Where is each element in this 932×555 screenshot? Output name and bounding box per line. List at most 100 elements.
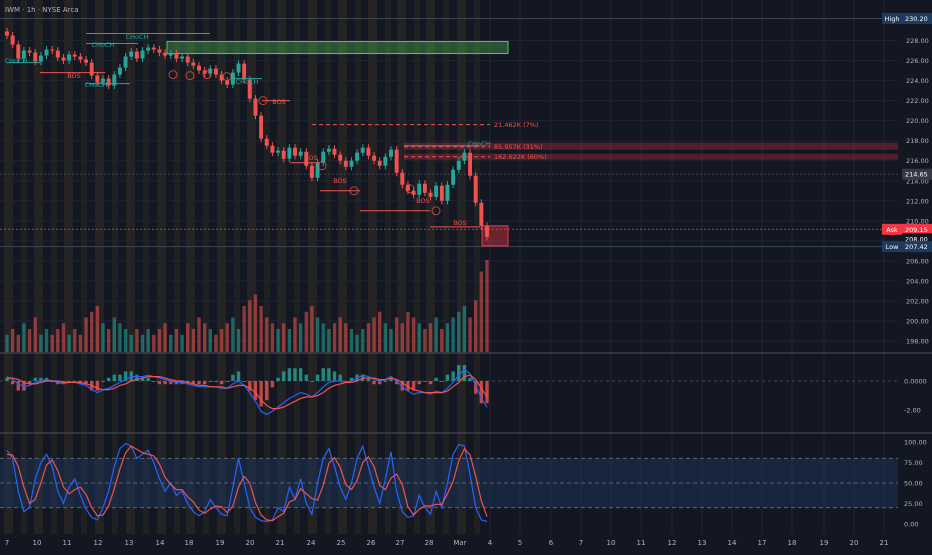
candle-body[interactable]: [134, 51, 139, 59]
candle-body[interactable]: [33, 52, 38, 62]
candle-body[interactable]: [174, 53, 179, 59]
candle-body[interactable]: [304, 151, 309, 166]
candle-body[interactable]: [219, 74, 224, 81]
candle-body[interactable]: [208, 68, 213, 74]
candle-body[interactable]: [445, 184, 450, 201]
candle-body[interactable]: [72, 54, 77, 57]
candle-body[interactable]: [298, 151, 303, 156]
macd-pane[interactable]: [5, 365, 489, 416]
candle-body[interactable]: [287, 147, 292, 159]
candle-body[interactable]: [101, 78, 105, 83]
candle-body[interactable]: [389, 149, 393, 157]
candle-body[interactable]: [123, 56, 128, 68]
candle-body[interactable]: [394, 149, 399, 173]
candle-body[interactable]: [468, 152, 473, 176]
candle-body[interactable]: [38, 55, 43, 62]
candle-body[interactable]: [338, 154, 343, 161]
candle-body[interactable]: [27, 50, 32, 53]
candle-body[interactable]: [117, 67, 122, 75]
candle-body[interactable]: [355, 152, 360, 161]
candle-body[interactable]: [451, 169, 456, 185]
time-axis[interactable]: 7 10 11 12 13 14 18 19 20 21 24 25 26 27 28 Mar 4 5 6 7 10 11…: [5, 539, 889, 547]
candle-body[interactable]: [456, 160, 461, 170]
candle-body[interactable]: [129, 51, 134, 57]
candle-body[interactable]: [84, 59, 89, 63]
candle-body[interactable]: [213, 68, 218, 75]
macd-histogram-bar: [191, 381, 196, 385]
candle-body[interactable]: [343, 160, 348, 167]
candle-body[interactable]: [422, 183, 427, 193]
candle-body[interactable]: [326, 148, 331, 152]
candle-body[interactable]: [253, 98, 258, 116]
candle-body[interactable]: [372, 155, 377, 161]
candle-body[interactable]: [270, 145, 275, 153]
candle-body[interactable]: [411, 190, 416, 195]
candle-body[interactable]: [259, 115, 264, 139]
candle-body[interactable]: [332, 148, 337, 155]
candle-body[interactable]: [140, 50, 145, 59]
candle-body[interactable]: [44, 49, 49, 56]
candle-body[interactable]: [405, 184, 410, 191]
candle-body[interactable]: [157, 49, 162, 53]
candle-body[interactable]: [366, 147, 371, 156]
candle-body[interactable]: [10, 35, 15, 45]
macd-histogram-bar: [236, 371, 241, 381]
candle-body[interactable]: [185, 56, 190, 63]
candle-body[interactable]: [321, 151, 326, 163]
candle-body[interactable]: [242, 63, 247, 80]
candle-body[interactable]: [5, 31, 9, 36]
candle-body[interactable]: [276, 150, 281, 153]
candle-body[interactable]: [191, 62, 196, 66]
macd-histogram-bar: [298, 368, 303, 381]
candle-body[interactable]: [479, 202, 484, 226]
candle-body[interactable]: [417, 183, 422, 195]
candle-body[interactable]: [197, 65, 201, 71]
candles[interactable]: [5, 28, 489, 241]
candle-body[interactable]: [16, 44, 21, 59]
stoch-pane[interactable]: [6, 442, 488, 523]
candle-body[interactable]: [360, 147, 365, 153]
volume-bar: [462, 306, 467, 352]
candle-body[interactable]: [61, 57, 66, 61]
price-axis[interactable]: 198.00 200.00 202.00 204.00 206.00 208.00 210.…: [904, 37, 929, 528]
candle-body[interactable]: [146, 47, 151, 51]
candle-body[interactable]: [89, 62, 94, 76]
candle-body[interactable]: [50, 49, 55, 51]
candle-body[interactable]: [428, 192, 433, 197]
candle-body[interactable]: [95, 75, 100, 83]
candle-body[interactable]: [55, 50, 60, 58]
candle-body[interactable]: [434, 185, 439, 197]
candle-body[interactable]: [462, 152, 467, 161]
candle-body[interactable]: [473, 175, 478, 203]
swing-marker: [222, 72, 232, 82]
candle-body[interactable]: [67, 54, 72, 61]
candle-body[interactable]: [349, 160, 354, 167]
low-badge-value: 207.42: [905, 243, 928, 251]
candle-body[interactable]: [439, 185, 444, 201]
candle-body[interactable]: [377, 160, 382, 166]
candle-body[interactable]: [485, 225, 489, 237]
candle-body[interactable]: [315, 162, 320, 178]
candle-body[interactable]: [264, 138, 269, 146]
time-tick-label: 20: [246, 539, 255, 547]
candle-body[interactable]: [151, 47, 156, 50]
candle-body[interactable]: [236, 63, 241, 73]
candle-body[interactable]: [247, 79, 252, 99]
candle-body[interactable]: [78, 56, 83, 60]
candle-body[interactable]: [112, 74, 117, 86]
volume-bar: [276, 329, 280, 352]
candle-body[interactable]: [281, 150, 286, 159]
candle-body[interactable]: [202, 70, 207, 74]
time-tick-label: 18: [185, 539, 194, 547]
candle-body[interactable]: [293, 147, 297, 156]
candle-body[interactable]: [163, 52, 168, 56]
candle-body[interactable]: [106, 78, 111, 86]
candle-body[interactable]: [400, 172, 405, 185]
candle-body[interactable]: [225, 80, 230, 85]
candle-body[interactable]: [180, 56, 185, 59]
candle-body[interactable]: [309, 165, 314, 178]
candle-body[interactable]: [21, 50, 26, 59]
candle-body[interactable]: [168, 53, 173, 56]
candle-body[interactable]: [383, 156, 388, 166]
